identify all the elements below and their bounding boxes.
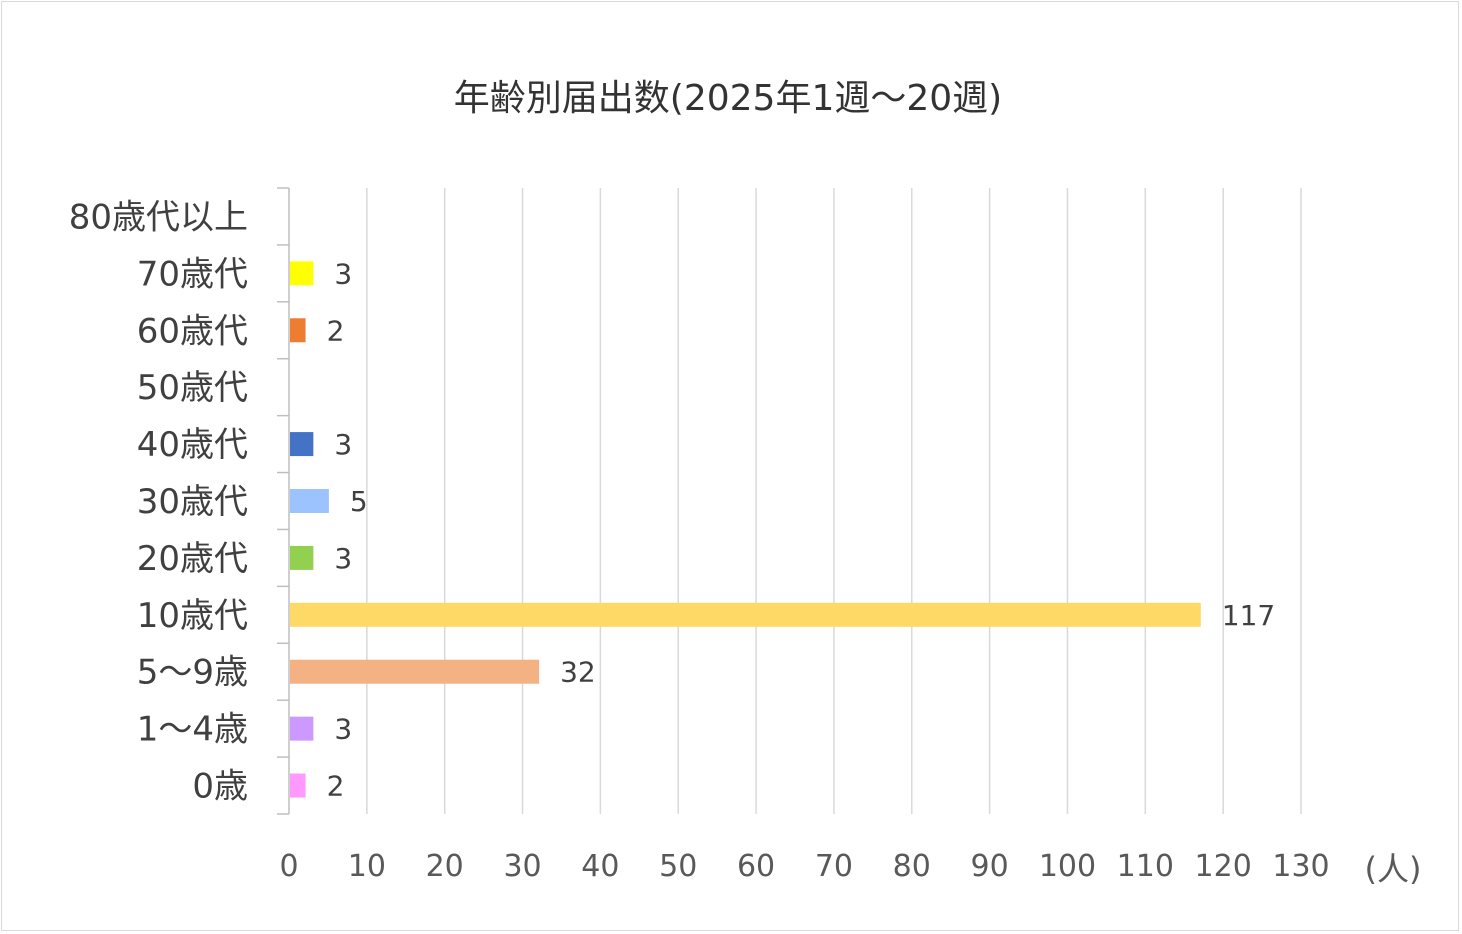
x-tick-label: 0 [279, 849, 298, 884]
x-tick-label: 20 [426, 849, 464, 884]
category-label: 5〜9歳 [137, 653, 248, 693]
data-label: 3 [334, 542, 352, 575]
data-label: 32 [560, 656, 596, 689]
category-label: 60歳代 [137, 311, 248, 351]
x-tick-label: 10 [348, 849, 386, 884]
data-label: 117 [1222, 599, 1275, 632]
x-tick-label: 80 [893, 849, 931, 884]
data-label: 5 [350, 485, 368, 518]
category-label: 40歳代 [137, 425, 248, 465]
category-label: 30歳代 [137, 482, 248, 522]
data-label: 3 [334, 257, 352, 290]
bar [290, 716, 314, 741]
data-label: 3 [334, 713, 352, 746]
data-label: 2 [327, 314, 345, 347]
bar [290, 489, 329, 513]
bar [290, 602, 1201, 627]
bar [290, 545, 314, 570]
bars [290, 261, 1201, 798]
bar [290, 261, 314, 286]
bar [290, 773, 306, 798]
data-label: 2 [327, 770, 345, 803]
x-axis-unit-label: (人) [1365, 850, 1422, 888]
bar [290, 432, 314, 457]
x-tick-label: 50 [659, 849, 697, 884]
bar [290, 659, 540, 684]
x-tick-label: 110 [1117, 849, 1174, 884]
x-tick-label: 30 [503, 849, 541, 884]
category-label: 1〜4歳 [137, 710, 248, 750]
category-label: 20歳代 [137, 539, 248, 579]
x-tick-label: 130 [1272, 849, 1329, 884]
x-tick-label: 70 [815, 849, 853, 884]
x-tick-label: 120 [1195, 849, 1252, 884]
category-label: 10歳代 [137, 596, 248, 636]
x-tick-label: 90 [971, 849, 1009, 884]
category-labels: 80歳代以上 70歳代 60歳代 50歳代 40歳代 30歳代 20歳代 10歳代 5〜9歳 1〜… [69, 197, 248, 806]
x-tick-label: 100 [1039, 849, 1096, 884]
category-label: 80歳代以上 [69, 197, 248, 237]
x-tick-labels: 0 10 20 30 40 50 60 70 80 90 100 110 120 130 [279, 849, 1329, 884]
bar [290, 318, 306, 343]
category-label: 70歳代 [137, 254, 248, 294]
x-tick-label: 60 [737, 849, 775, 884]
gridlines [277, 187, 1302, 815]
category-label: 0歳 [192, 767, 248, 807]
x-tick-label: 40 [581, 849, 619, 884]
chart-title: 年齢別届出数(2025年1週〜20週) [454, 78, 1002, 119]
category-label: 50歳代 [137, 368, 248, 408]
data-label: 3 [334, 428, 352, 461]
